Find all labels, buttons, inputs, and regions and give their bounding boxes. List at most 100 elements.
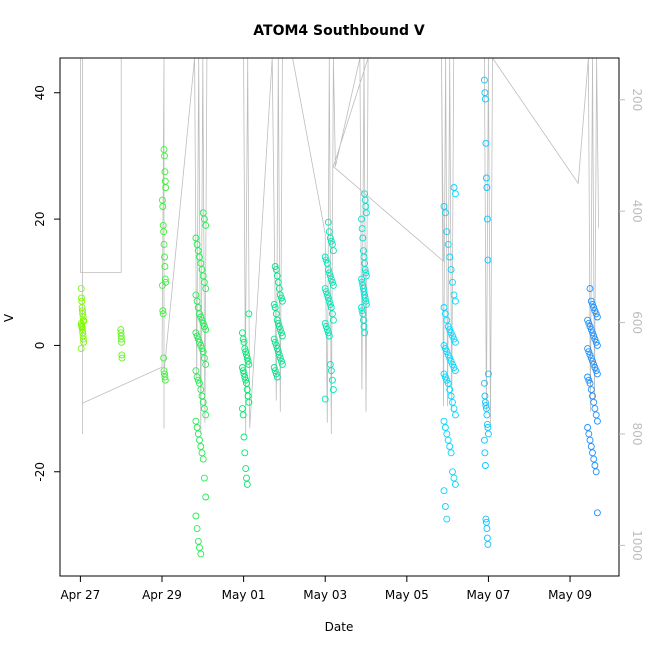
data-point [586,351,594,359]
data-point [321,319,329,327]
data-point [243,351,250,359]
data-point [321,395,329,403]
data-point [197,313,205,321]
data-point [245,398,253,406]
y-tick-label: 0 [33,342,47,350]
data-point [198,345,206,353]
data-point [118,354,126,362]
data-point [194,304,202,311]
data-point [441,310,449,318]
data-point [271,367,279,375]
data-point [451,338,459,346]
data-point [161,376,169,384]
data-point [587,443,595,450]
data-point [483,184,491,191]
data-point [325,269,333,277]
data-point [359,310,367,318]
data-point [358,307,366,315]
data-point [197,443,205,450]
data-point [444,436,452,444]
data-point [117,335,125,343]
data-point [481,392,489,400]
y2-tick-label: 600 [630,311,644,334]
data-point [358,275,365,283]
chart-title: ATOM4 Southbound V [253,23,425,39]
data-point [240,370,248,378]
data-point [274,278,282,286]
data-point [440,370,448,378]
plot-frame [59,57,620,577]
data-point [444,351,452,359]
data-point [326,360,334,368]
data-point [327,367,335,375]
data-point [362,300,370,308]
data-point [444,379,452,387]
data-point [593,341,601,349]
y2-axis: 200 400 600 800 1000 [619,88,644,561]
y2-tick-label: 200 [630,88,644,111]
data-point [243,354,251,362]
data-point [446,386,454,394]
data-point [196,544,203,552]
data-point [586,379,594,387]
data-point [272,310,280,318]
data-point [324,294,332,302]
data-point [273,316,281,324]
data-point [242,376,250,384]
data-point [325,332,333,340]
data-point [591,307,599,315]
data-point [441,209,449,217]
data-point [160,240,168,248]
data-point [450,474,458,482]
data-point [592,367,600,375]
data-point [441,345,449,353]
data-point [585,430,593,438]
y2-tick-label: 800 [630,423,644,446]
data-point [278,360,286,368]
data-point [587,326,595,334]
data-point [449,398,456,406]
data-point [196,379,203,387]
data-point [585,348,593,356]
data-point [586,285,594,293]
data-point [589,449,596,457]
data-point [278,332,286,340]
data-point [327,237,335,245]
data-point [447,357,455,365]
data-point [192,234,200,242]
data-point [360,253,368,261]
data-point [440,203,448,210]
data-point [362,203,370,210]
y-tick-label: 20 [33,211,47,226]
data-point [589,357,596,365]
x-tick-label: Apr 29 [142,588,182,602]
data-point [243,480,251,488]
data-point [194,376,202,384]
data-point [322,323,330,330]
data-point [321,285,329,293]
data-point [198,316,206,324]
data-point [446,354,454,362]
data-point [277,329,285,337]
data-point [591,462,599,469]
data-point [159,310,167,318]
data-point [482,401,490,409]
data-point [161,373,169,381]
data-point [324,218,332,226]
data-point [591,405,599,413]
data-point [192,291,200,299]
data-point [275,351,283,359]
data-point [361,196,369,204]
data-point [161,275,169,283]
data-point [192,367,200,375]
data-point [444,240,452,248]
data-point [199,348,207,356]
data-point [451,480,459,488]
data-point [193,424,201,431]
data-point [481,95,489,103]
data-point [197,550,205,558]
data-point [193,332,201,340]
y2-tick-label: 1000 [630,530,644,561]
data-point [197,259,205,267]
data-point [277,357,285,365]
